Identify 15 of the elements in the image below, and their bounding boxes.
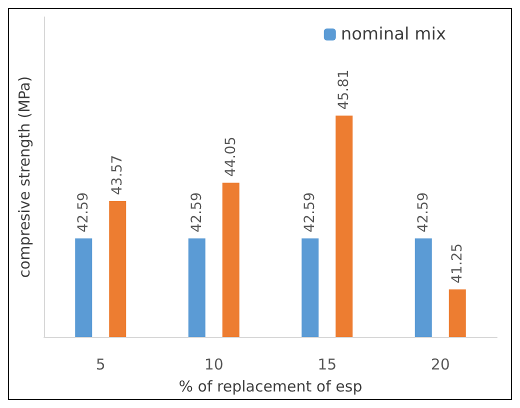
x-axis-title: % of replacement of esp <box>178 378 362 396</box>
data-label: 42.59 <box>188 192 205 232</box>
data-label: 41.25 <box>449 243 466 284</box>
x-tick-label: 10 <box>204 356 224 374</box>
data-label: 42.59 <box>415 192 432 232</box>
x-tick-label: 15 <box>318 356 337 374</box>
x-tick-label: 20 <box>430 356 450 374</box>
legend-label: nominal mix <box>340 24 446 44</box>
y-axis-title: compresive strength (MPa) <box>16 76 34 278</box>
data-label: 43.57 <box>110 154 126 195</box>
data-label: 42.59 <box>76 192 92 232</box>
data-label: 42.59 <box>302 192 318 232</box>
data-label: 45.81 <box>336 70 352 110</box>
x-tick-label: 5 <box>96 356 106 374</box>
data-label: 44.05 <box>222 136 239 177</box>
